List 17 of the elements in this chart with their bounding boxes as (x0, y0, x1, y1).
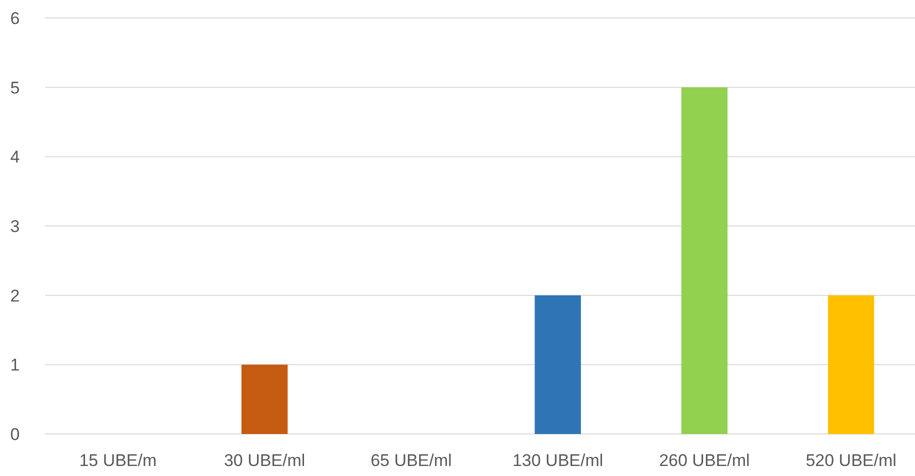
bar (828, 295, 874, 434)
x-tick-label: 15 UBE/m (79, 451, 157, 470)
x-tick-label: 65 UBE/ml (370, 451, 452, 470)
y-tick-label: 1 (10, 356, 20, 375)
bar (681, 87, 728, 434)
y-tick-label: 2 (10, 286, 20, 306)
x-tick-label: 130 UBE/ml (512, 451, 604, 470)
x-tick-label: 260 UBE/ml (659, 451, 750, 470)
y-tick-label: 0 (10, 424, 20, 444)
x-tick-label: 30 UBE/ml (224, 451, 306, 470)
x-tick-label: 520 UBE/ml (806, 451, 896, 470)
bar (241, 364, 288, 434)
y-tick-label: 5 (10, 78, 20, 98)
y-tick-label: 3 (10, 216, 20, 236)
bar (534, 295, 581, 434)
y-tick-label: 6 (10, 8, 20, 28)
y-tick-label: 4 (10, 148, 20, 167)
